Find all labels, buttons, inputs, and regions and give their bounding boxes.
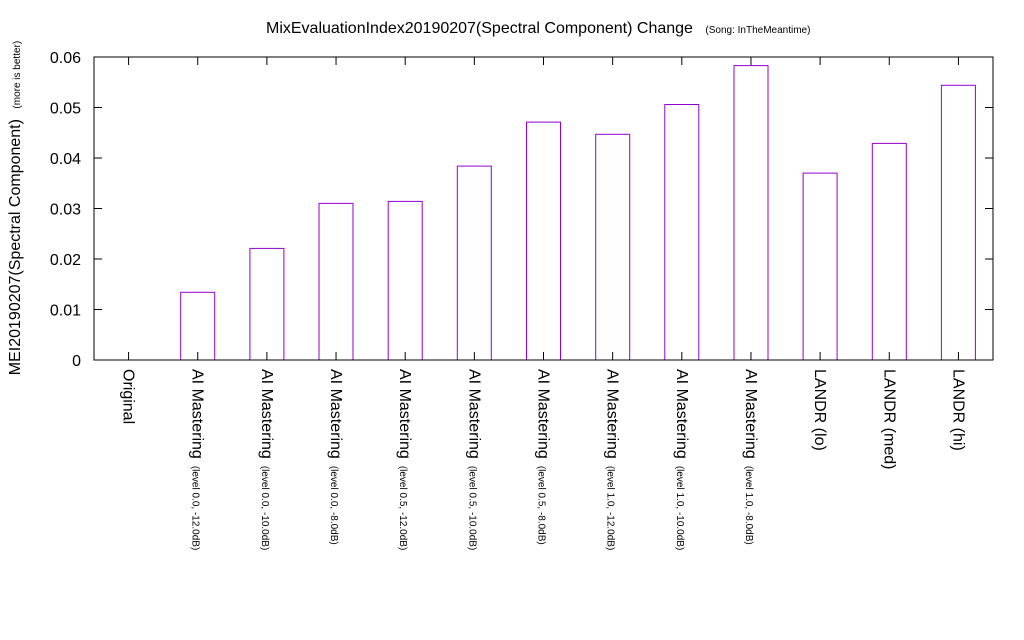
x-tick-label-main: AI Mastering [465, 369, 482, 459]
bar [387, 200, 423, 361]
axis-ticks-group [94, 56, 993, 361]
bar [871, 142, 907, 361]
x-tick-label-sub: (level 0.5, -12.0dB) [397, 466, 408, 551]
x-tick-label-main: LANDR (lo) [811, 369, 828, 451]
x-tick-label-main: AI Mastering [604, 369, 621, 459]
x-tick-label: AI Mastering (level 1.0, -10.0dB) [673, 369, 690, 550]
x-tick-label: AI Mastering (level 0.0, -10.0dB) [258, 369, 275, 550]
bar [802, 172, 838, 361]
x-tick-label-sub: (level 1.0, -8.0dB) [743, 466, 754, 545]
x-tick-label: AI Mastering (level 1.0, -8.0dB) [742, 369, 759, 545]
bar [180, 291, 216, 361]
x-tick-label: AI Mastering (level 1.0, -12.0dB) [604, 369, 621, 550]
y-tick-label: 0.01 [50, 303, 81, 320]
chart-title-main: MixEvaluationIndex20190207(Spectral Comp… [266, 20, 693, 37]
x-tick-label-main: AI Mastering [742, 369, 759, 459]
x-tick-label: LANDR (lo) [811, 369, 828, 451]
bar [249, 247, 285, 361]
x-tick-label-main: AI Mastering [396, 369, 413, 459]
bars-group [180, 65, 976, 361]
y-tick-label: 0.04 [50, 151, 81, 168]
x-tick-label: AI Mastering (level 0.0, -8.0dB) [327, 369, 344, 545]
y-axis-label: MEI20190207(Spectral Component) (more is… [7, 41, 24, 375]
x-tick-label-main: LANDR (hi) [949, 369, 966, 451]
y-axis-label-note: (more is better) [12, 41, 23, 109]
x-tick-label: AI Mastering (level 0.5, -8.0dB) [535, 369, 552, 545]
x-tick-label: LANDR (hi) [949, 369, 966, 451]
y-tick-label: 0.05 [50, 101, 81, 118]
bar [940, 84, 976, 361]
x-tick-label: AI Mastering (level 0.5, -10.0dB) [465, 369, 482, 550]
y-axis-label-main: MEI20190207(Spectral Component) [7, 119, 24, 375]
x-tick-label: AI Mastering (level 0.0, -12.0dB) [189, 369, 206, 550]
x-tick-label-sub: (level 0.5, -8.0dB) [536, 466, 547, 545]
x-tick-label-main: Original [120, 369, 137, 424]
x-tick-label: AI Mastering (level 0.5, -12.0dB) [396, 369, 413, 550]
bar [664, 104, 700, 361]
y-tick-label: 0 [72, 353, 81, 370]
x-tick-label-sub: (level 1.0, -10.0dB) [674, 466, 685, 551]
bar [318, 202, 354, 361]
x-tick-label-sub: (level 1.0, -12.0dB) [605, 466, 616, 551]
x-tick-label-main: AI Mastering [535, 369, 552, 459]
chart-subtitle: (Song: InTheMeantime) [705, 25, 810, 36]
y-tick-label: 0.03 [50, 202, 81, 219]
x-tick-label-sub: (level 0.0, -12.0dB) [190, 466, 201, 551]
bar [733, 65, 769, 361]
x-tick-label: Original [120, 369, 137, 424]
x-tick-label-main: AI Mastering [258, 369, 275, 459]
x-tick-label-sub: (level 0.5, -10.0dB) [466, 466, 477, 551]
bar [526, 121, 561, 361]
y-tick-label: 0.06 [50, 50, 81, 67]
y-tick-label: 0.02 [50, 252, 81, 269]
plot-frame [93, 56, 994, 361]
x-tick-label: LANDR (med) [880, 369, 897, 469]
bar [595, 133, 631, 361]
bar [456, 165, 492, 361]
y-tick-labels-group: 0 0.01 0.02 0.03 0.04 0.05 0.06 [50, 50, 81, 370]
x-tick-label-main: AI Mastering [327, 369, 344, 459]
x-tick-label-main: AI Mastering [189, 369, 206, 459]
x-tick-labels-group: Original AI Mastering (level 0.0, -12.0dB)… [120, 369, 967, 550]
x-tick-label-sub: (level 0.0, -8.0dB) [328, 466, 339, 545]
x-tick-label-sub: (level 0.0, -10.0dB) [259, 466, 270, 551]
chart-title: MixEvaluationIndex20190207(Spectral Comp… [266, 20, 810, 37]
x-tick-label-main: LANDR (med) [880, 369, 897, 469]
x-tick-label-main: AI Mastering [673, 369, 690, 459]
